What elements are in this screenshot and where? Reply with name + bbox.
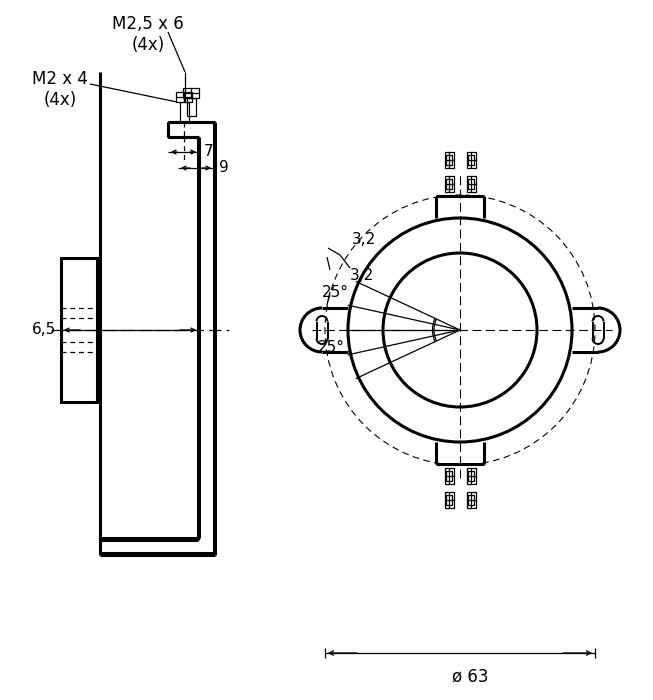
Bar [466, 176, 475, 192]
Bar [468, 495, 474, 505]
Text: ø 63: ø 63 [452, 667, 488, 685]
Bar [466, 468, 475, 484]
Bar [466, 492, 475, 508]
Bar [61, 258, 97, 402]
Bar [468, 179, 474, 189]
Text: M2 x 4
(4x): M2 x 4 (4x) [32, 70, 88, 108]
Bar [176, 92, 192, 102]
Text: 7: 7 [204, 144, 214, 160]
Bar [446, 155, 452, 165]
Bar [445, 492, 453, 508]
Text: 6,5: 6,5 [32, 323, 56, 337]
Text: 25°: 25° [318, 340, 345, 355]
Bar [466, 152, 475, 168]
Text: 9: 9 [219, 160, 229, 176]
Bar [446, 495, 452, 505]
Bar [468, 471, 474, 481]
Text: 3,2: 3,2 [350, 268, 374, 283]
Bar [445, 152, 453, 168]
Text: M2,5 x 6
(4x): M2,5 x 6 (4x) [112, 15, 184, 54]
Bar [446, 471, 452, 481]
Text: 25°: 25° [322, 285, 349, 300]
Bar [445, 468, 453, 484]
Bar [187, 98, 195, 116]
Bar [183, 88, 199, 98]
Bar [446, 179, 452, 189]
Bar [468, 155, 474, 165]
Bar [180, 102, 189, 122]
Bar [445, 176, 453, 192]
Text: 3,2: 3,2 [352, 232, 376, 247]
